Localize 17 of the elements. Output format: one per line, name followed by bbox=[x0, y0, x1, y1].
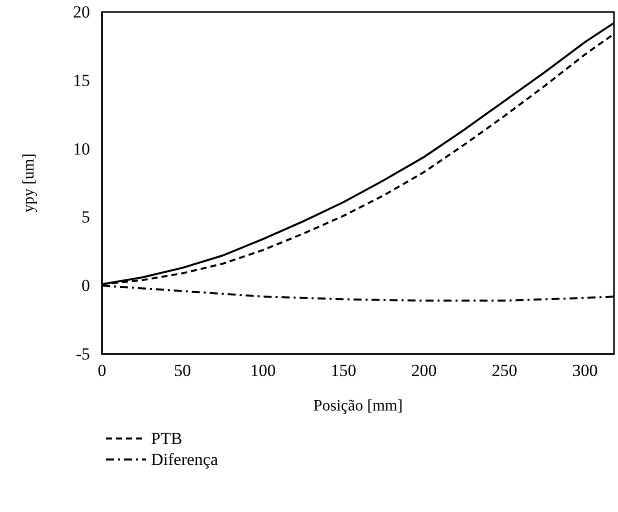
y-tick-label: 5 bbox=[82, 208, 90, 227]
x-tick-label: 50 bbox=[174, 361, 192, 380]
x-tick-label: 250 bbox=[492, 361, 518, 380]
x-tick-label: 0 bbox=[98, 361, 106, 380]
x-tick-label: 200 bbox=[411, 361, 437, 380]
y-tick-label: 0 bbox=[82, 276, 90, 296]
legend-label: PTB bbox=[151, 429, 182, 448]
y-axis-title: ypy [um] bbox=[20, 153, 38, 213]
legend-label: Diferença bbox=[151, 450, 218, 469]
y-tick-label: 20 bbox=[73, 2, 90, 22]
y-tick-label: 10 bbox=[73, 139, 90, 158]
x-axis-title: Posição [mm] bbox=[313, 398, 403, 414]
y-tick-label: 15 bbox=[73, 70, 90, 90]
x-tick-label: 150 bbox=[330, 361, 356, 380]
x-tick-label: 300 bbox=[572, 361, 598, 380]
y-tick-label: -5 bbox=[76, 344, 90, 364]
x-tick-label: 100 bbox=[250, 361, 276, 380]
